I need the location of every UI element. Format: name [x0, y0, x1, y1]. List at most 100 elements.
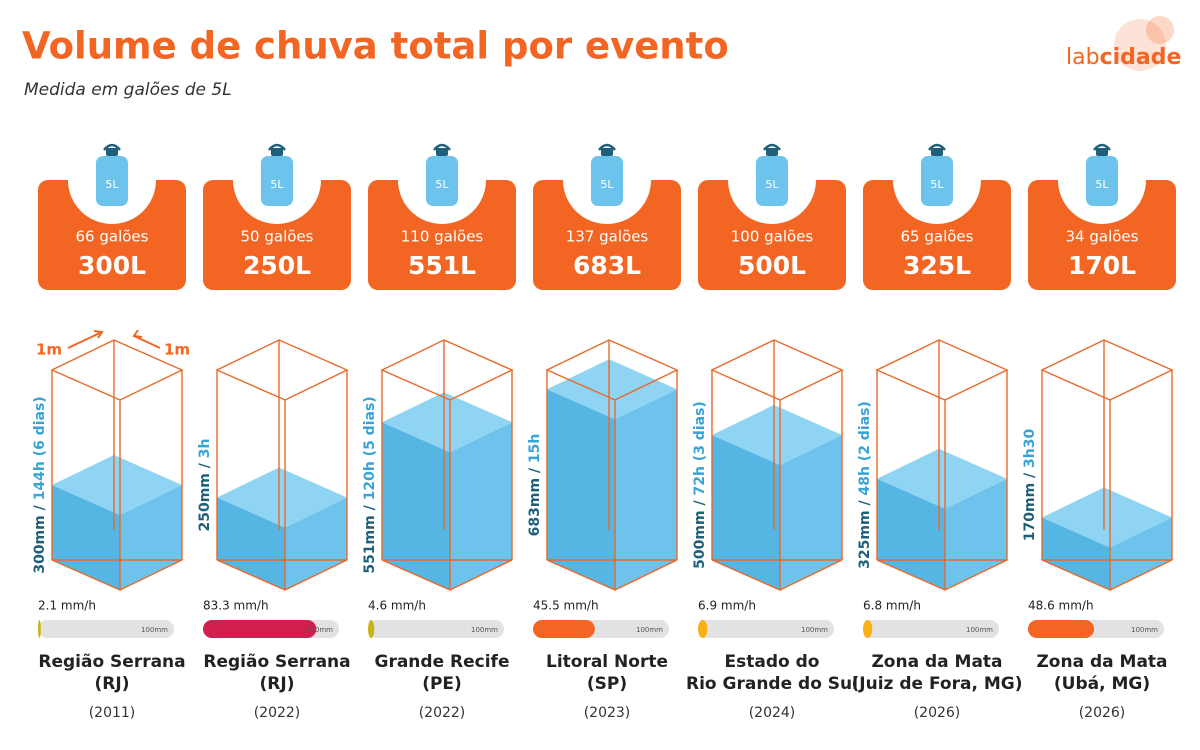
- separator: /: [197, 458, 213, 473]
- water-top: [1042, 487, 1172, 548]
- water-right: [780, 435, 842, 590]
- jug-cap: [766, 148, 778, 156]
- card: [533, 180, 681, 290]
- title: Volume de chuva total por evento: [22, 25, 729, 68]
- rate-scale-label: 100mm: [801, 626, 828, 634]
- liters-label: 170L: [1068, 251, 1136, 280]
- duration-label: 120h (5 dias): [362, 396, 378, 500]
- separator: /: [857, 496, 873, 511]
- water-top: [712, 405, 842, 465]
- cube-bottom: [546, 559, 678, 591]
- logo-splash: [1146, 16, 1174, 44]
- jug-handle: [598, 143, 616, 151]
- jug-handle: [433, 143, 451, 151]
- water-right: [1110, 517, 1172, 590]
- cube-bottom: [381, 559, 513, 591]
- rate-scale-label: 100mm: [471, 626, 498, 634]
- cube-bottom: [51, 559, 183, 591]
- event-name: Rio Grande do Sul: [686, 674, 858, 694]
- cube-arrow: [67, 330, 104, 349]
- event-name: Região Serrana: [38, 652, 185, 672]
- rate-bar: [38, 620, 41, 638]
- rate-label: 4.6 mm/h: [368, 599, 426, 613]
- card: [1028, 180, 1176, 290]
- gallons-label: 137 galões: [566, 228, 649, 246]
- separator: /: [527, 463, 543, 478]
- rate-label: 2.1 mm/h: [38, 599, 96, 613]
- water-right: [450, 422, 512, 590]
- depth-label: 300mm: [32, 515, 48, 573]
- water-left: [712, 435, 780, 590]
- cube-bottom: [711, 559, 843, 591]
- jug-cap: [601, 148, 613, 156]
- jug-body: [261, 156, 293, 206]
- water-left: [52, 485, 120, 590]
- duration-label: 15h: [527, 434, 543, 463]
- logo: labcidade: [1066, 16, 1181, 71]
- cube-bottom: [1041, 559, 1173, 591]
- rate-bar: [863, 620, 873, 638]
- depth-label: 325mm: [857, 510, 873, 568]
- jug-body: [96, 156, 128, 206]
- gallons-label: 66 galões: [76, 228, 149, 246]
- depth-label: 250mm: [197, 473, 213, 531]
- card: [863, 180, 1011, 290]
- rate-scale-label: 100mm: [306, 626, 333, 634]
- water-right: [945, 478, 1007, 590]
- rate-label: 6.8 mm/h: [863, 599, 921, 613]
- rate-scale-label: 100mm: [1131, 626, 1158, 634]
- jug-cap: [931, 148, 943, 156]
- event-year: (2026): [1079, 705, 1126, 721]
- cube-bottom: [216, 559, 348, 591]
- cube-label: 1m: [36, 341, 62, 359]
- water-right: [120, 485, 182, 590]
- water-top: [217, 467, 347, 528]
- cube-bottom: [876, 559, 1008, 591]
- event-name: (Juiz de Fora, MG): [852, 674, 1023, 694]
- duration-label: 3h30: [1022, 429, 1038, 468]
- duration-label: 144h (6 dias): [32, 396, 48, 500]
- logo-prefix: lab: [1066, 45, 1100, 70]
- jug-handle: [928, 143, 946, 151]
- depth-label: 500mm: [692, 510, 708, 568]
- card: [368, 180, 516, 290]
- jug-label: 5L: [270, 178, 284, 191]
- logo-splash: [1114, 19, 1166, 71]
- jug-cap: [271, 148, 283, 156]
- liters-label: 250L: [243, 251, 311, 280]
- rate-label: 83.3 mm/h: [203, 599, 269, 613]
- depth-duration: 300mm / 144h (6 dias): [32, 396, 48, 573]
- separator: /: [362, 500, 378, 515]
- water-left: [382, 422, 450, 590]
- rate-scale-label: 100mm: [141, 626, 168, 634]
- jug-handle: [763, 143, 781, 151]
- rate-track: [698, 620, 834, 638]
- water-top: [382, 392, 512, 453]
- card: [698, 180, 846, 290]
- separator: /: [1022, 468, 1038, 483]
- depth-duration: 551mm / 120h (5 dias): [362, 396, 378, 573]
- jug-handle: [268, 143, 286, 151]
- event-name: Estado do: [725, 652, 820, 672]
- duration-label: 72h (3 dias): [692, 401, 708, 495]
- liters-label: 325L: [903, 251, 971, 280]
- gallons-label: 100 galões: [731, 228, 814, 246]
- logo-text: labcidade: [1066, 45, 1181, 70]
- jug-body: [921, 156, 953, 206]
- card: [38, 180, 186, 290]
- event-name: (SP): [587, 674, 627, 694]
- water-top: [547, 359, 677, 420]
- water-top: [877, 448, 1007, 509]
- rate-label: 45.5 mm/h: [533, 599, 599, 613]
- rate-track: [368, 620, 504, 638]
- cube-label: 1m: [164, 341, 190, 359]
- separator: /: [692, 496, 708, 511]
- event-name: Região Serrana: [203, 652, 350, 672]
- jug-label: 5L: [765, 178, 779, 191]
- jug-label: 5L: [435, 178, 449, 191]
- water-left: [1042, 517, 1110, 590]
- rate-scale-label: 100mm: [966, 626, 993, 634]
- subtitle: Medida em galões de 5L: [24, 80, 232, 100]
- logo-suffix: cidade: [1100, 45, 1182, 70]
- jug-label: 5L: [600, 178, 614, 191]
